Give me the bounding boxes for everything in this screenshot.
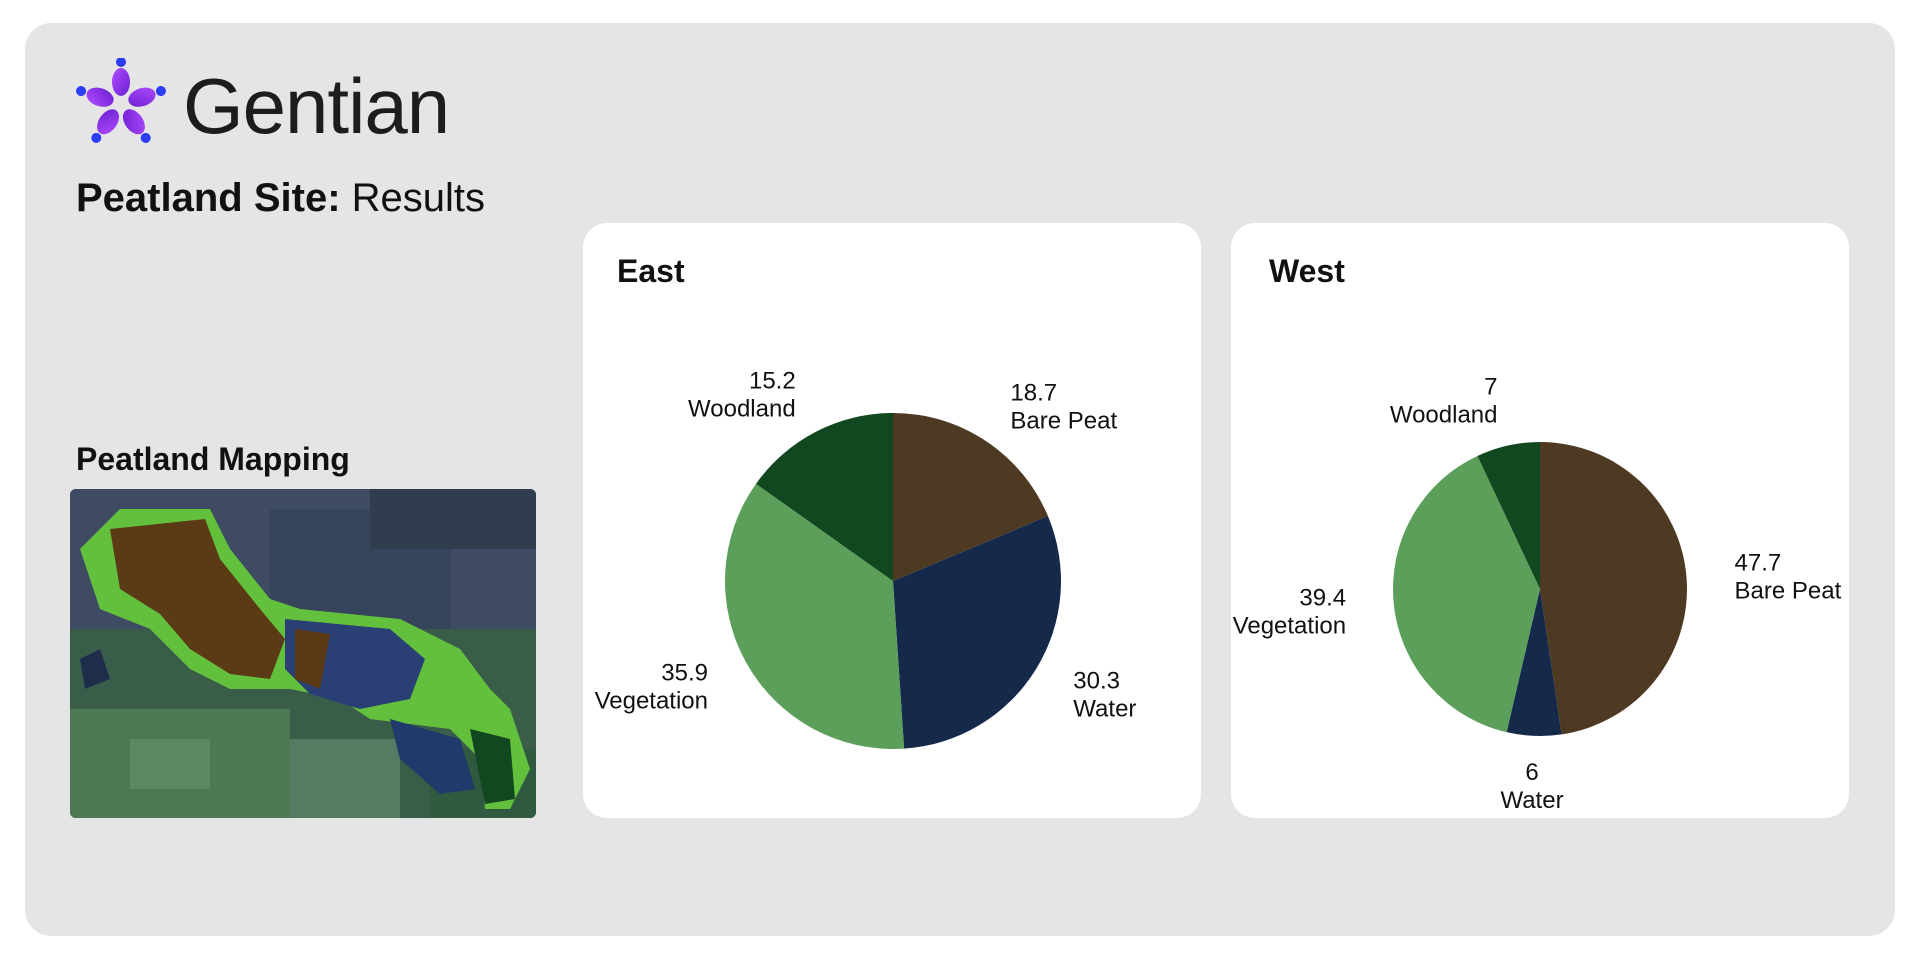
- pie-value-label-west-woodland: 7: [1484, 374, 1497, 401]
- pie-slice-east-vegetation: [725, 483, 905, 750]
- pie-slice-east-bare-peat: [893, 413, 1048, 581]
- chart-title-west: West: [1269, 253, 1345, 289]
- pie-category-label-east-bare-peat: Bare Peat: [1010, 408, 1117, 435]
- gentian-logo-icon: [76, 58, 166, 143]
- pie-category-label-east-woodland: Woodland: [688, 396, 796, 423]
- pie-category-label-west-vegetation: Vegetation: [1233, 613, 1346, 640]
- pie-value-label-west-water: 6: [1525, 759, 1538, 786]
- pie-value-label-east-vegetation: 35.9: [661, 660, 708, 687]
- pie-value-label-east-water: 30.3: [1073, 668, 1120, 695]
- pie-slice-east-water: [893, 516, 1061, 749]
- page-title-site: Peatland Site:: [76, 176, 341, 220]
- pie-category-label-west-bare-peat: Bare Peat: [1735, 578, 1842, 605]
- pie-value-label-east-woodland: 15.2: [749, 368, 796, 395]
- pie-slice-west-woodland: [1477, 442, 1540, 589]
- chart-title-east: East: [617, 253, 685, 289]
- pie-category-label-west-water: Water: [1500, 787, 1563, 814]
- page-title: Peatland Site: Results: [76, 172, 485, 224]
- chart-card-west: West 47.7 Bare Peat 6 Water 39.4 Vegetation 7 W…: [1231, 223, 1849, 818]
- map-title: Peatland Mapping: [76, 441, 350, 477]
- chart-card-east: East 18.7 Bare Peat 30.3 Water 35.9 Vegetatio…: [583, 223, 1201, 818]
- pie-category-label-east-water: Water: [1073, 696, 1136, 723]
- pie-slice-west-bare-peat: [1540, 442, 1687, 735]
- peatland-map-image: [70, 489, 536, 818]
- pie-value-label-east-bare-peat: 18.7: [1010, 380, 1057, 407]
- pie-slice-west-vegetation: [1392, 455, 1540, 733]
- pie-slice-east-woodland: [755, 413, 893, 581]
- pie-value-label-west-bare-peat: 47.7: [1735, 550, 1782, 577]
- pie-category-label-west-woodland: Woodland: [1390, 402, 1498, 429]
- page-title-results: Results: [340, 176, 486, 220]
- pie-category-label-east-vegetation: Vegetation: [595, 688, 708, 715]
- brand-name: Gentian: [183, 62, 450, 150]
- pie-slice-west-water: [1506, 589, 1562, 736]
- pie-value-label-west-vegetation: 39.4: [1299, 585, 1346, 612]
